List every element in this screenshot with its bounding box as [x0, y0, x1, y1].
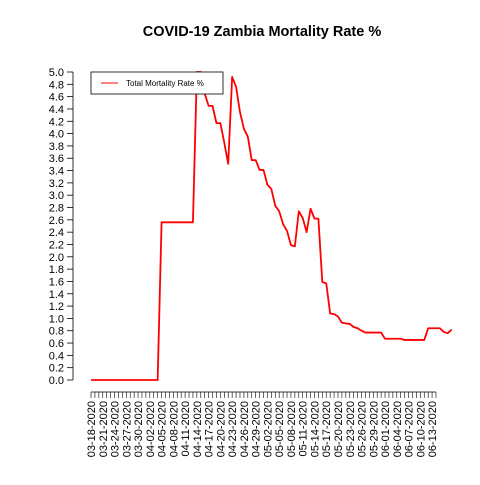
x-tick-label: 03-24-2020: [110, 401, 122, 457]
y-tick-label: 2.2: [49, 239, 64, 251]
y-tick-label: 4.2: [49, 116, 64, 128]
y-tick-label: 4.4: [49, 104, 64, 116]
y-tick-label: 1.4: [49, 289, 64, 301]
x-tick-label: 06-07-2020: [404, 401, 416, 457]
x-tick-label: 04-29-2020: [251, 401, 263, 457]
y-tick-label: 2.0: [49, 252, 64, 264]
x-tick-label: 04-11-2020: [180, 401, 192, 456]
y-tick-label: 2.4: [49, 227, 64, 239]
y-tick-label: 1.8: [49, 264, 64, 276]
x-tick-label: 05-02-2020: [262, 401, 274, 457]
x-tick-label: 04-20-2020: [215, 401, 227, 457]
y-axis: 0.00.20.40.60.81.01.21.41.61.82.02.22.42…: [49, 67, 74, 387]
x-tick-label: 03-27-2020: [121, 401, 133, 457]
x-tick-label: 05-23-2020: [345, 401, 357, 457]
x-tick-label: 04-26-2020: [239, 401, 251, 457]
series-layer: [91, 71, 453, 381]
x-tick-label: 05-08-2020: [286, 401, 298, 457]
y-tick-label: 0.4: [49, 350, 64, 362]
x-tick-label: 04-05-2020: [157, 401, 169, 457]
y-tick-label: 0.0: [49, 375, 64, 387]
y-tick-label: 3.0: [49, 190, 64, 202]
y-tick-label: 1.6: [49, 276, 64, 288]
x-tick-label: 04-14-2020: [192, 401, 204, 457]
y-tick-label: 2.6: [49, 215, 64, 227]
legend: Total Mortality Rate %: [90, 71, 224, 95]
x-tick-label: 03-30-2020: [133, 401, 145, 457]
y-tick-label: 0.2: [49, 363, 64, 375]
x-tick-label: 05-29-2020: [368, 401, 380, 457]
x-tick-label: 06-04-2020: [392, 401, 404, 457]
x-tick-label: 05-05-2020: [274, 401, 286, 457]
y-tick-label: 2.8: [49, 203, 64, 215]
chart-title: COVID-19 Zambia Mortality Rate %: [143, 24, 382, 40]
y-tick-label: 0.6: [49, 338, 64, 350]
y-tick-label: 4.8: [49, 79, 64, 91]
x-tick-label: 04-23-2020: [227, 401, 239, 457]
x-tick-label: 04-17-2020: [204, 401, 216, 457]
x-tick-label: 06-13-2020: [427, 401, 439, 457]
y-tick-label: 3.4: [49, 166, 64, 178]
x-tick-label: 05-20-2020: [333, 401, 345, 457]
x-tick-label: 04-02-2020: [145, 401, 157, 457]
legend-box: [90, 71, 224, 95]
y-tick-label: 5.0: [49, 67, 64, 79]
x-axis: 03-18-2020 03-21-2020 03-24-2020 03-27-2020…: [86, 391, 439, 457]
x-tick-label: 06-10-2020: [415, 401, 427, 457]
y-tick-label: 4.6: [49, 92, 64, 104]
x-tick-label: 05-11-2020: [298, 401, 310, 456]
y-tick-label: 1.2: [49, 301, 64, 313]
x-tick-label: 03-18-2020: [86, 401, 98, 457]
legend-label: Total Mortality Rate %: [126, 79, 204, 88]
y-tick-label: 0.8: [49, 326, 64, 338]
y-tick-label: 3.8: [49, 141, 64, 153]
y-tick-label: 3.6: [49, 153, 64, 165]
y-tick-label: 3.2: [49, 178, 64, 190]
series-line-total-mortality-rate: [91, 71, 453, 381]
x-tick-label: 06-01-2020: [380, 401, 392, 457]
x-tick-label: 04-08-2020: [168, 401, 180, 457]
x-tick-label: 05-14-2020: [309, 401, 321, 457]
x-tick-label: 05-17-2020: [321, 401, 333, 457]
y-tick-label: 4.0: [49, 129, 64, 141]
x-tick-label: 05-26-2020: [357, 401, 369, 457]
y-tick-label: 1.0: [49, 313, 64, 325]
x-tick-label: 03-21-2020: [98, 401, 110, 457]
